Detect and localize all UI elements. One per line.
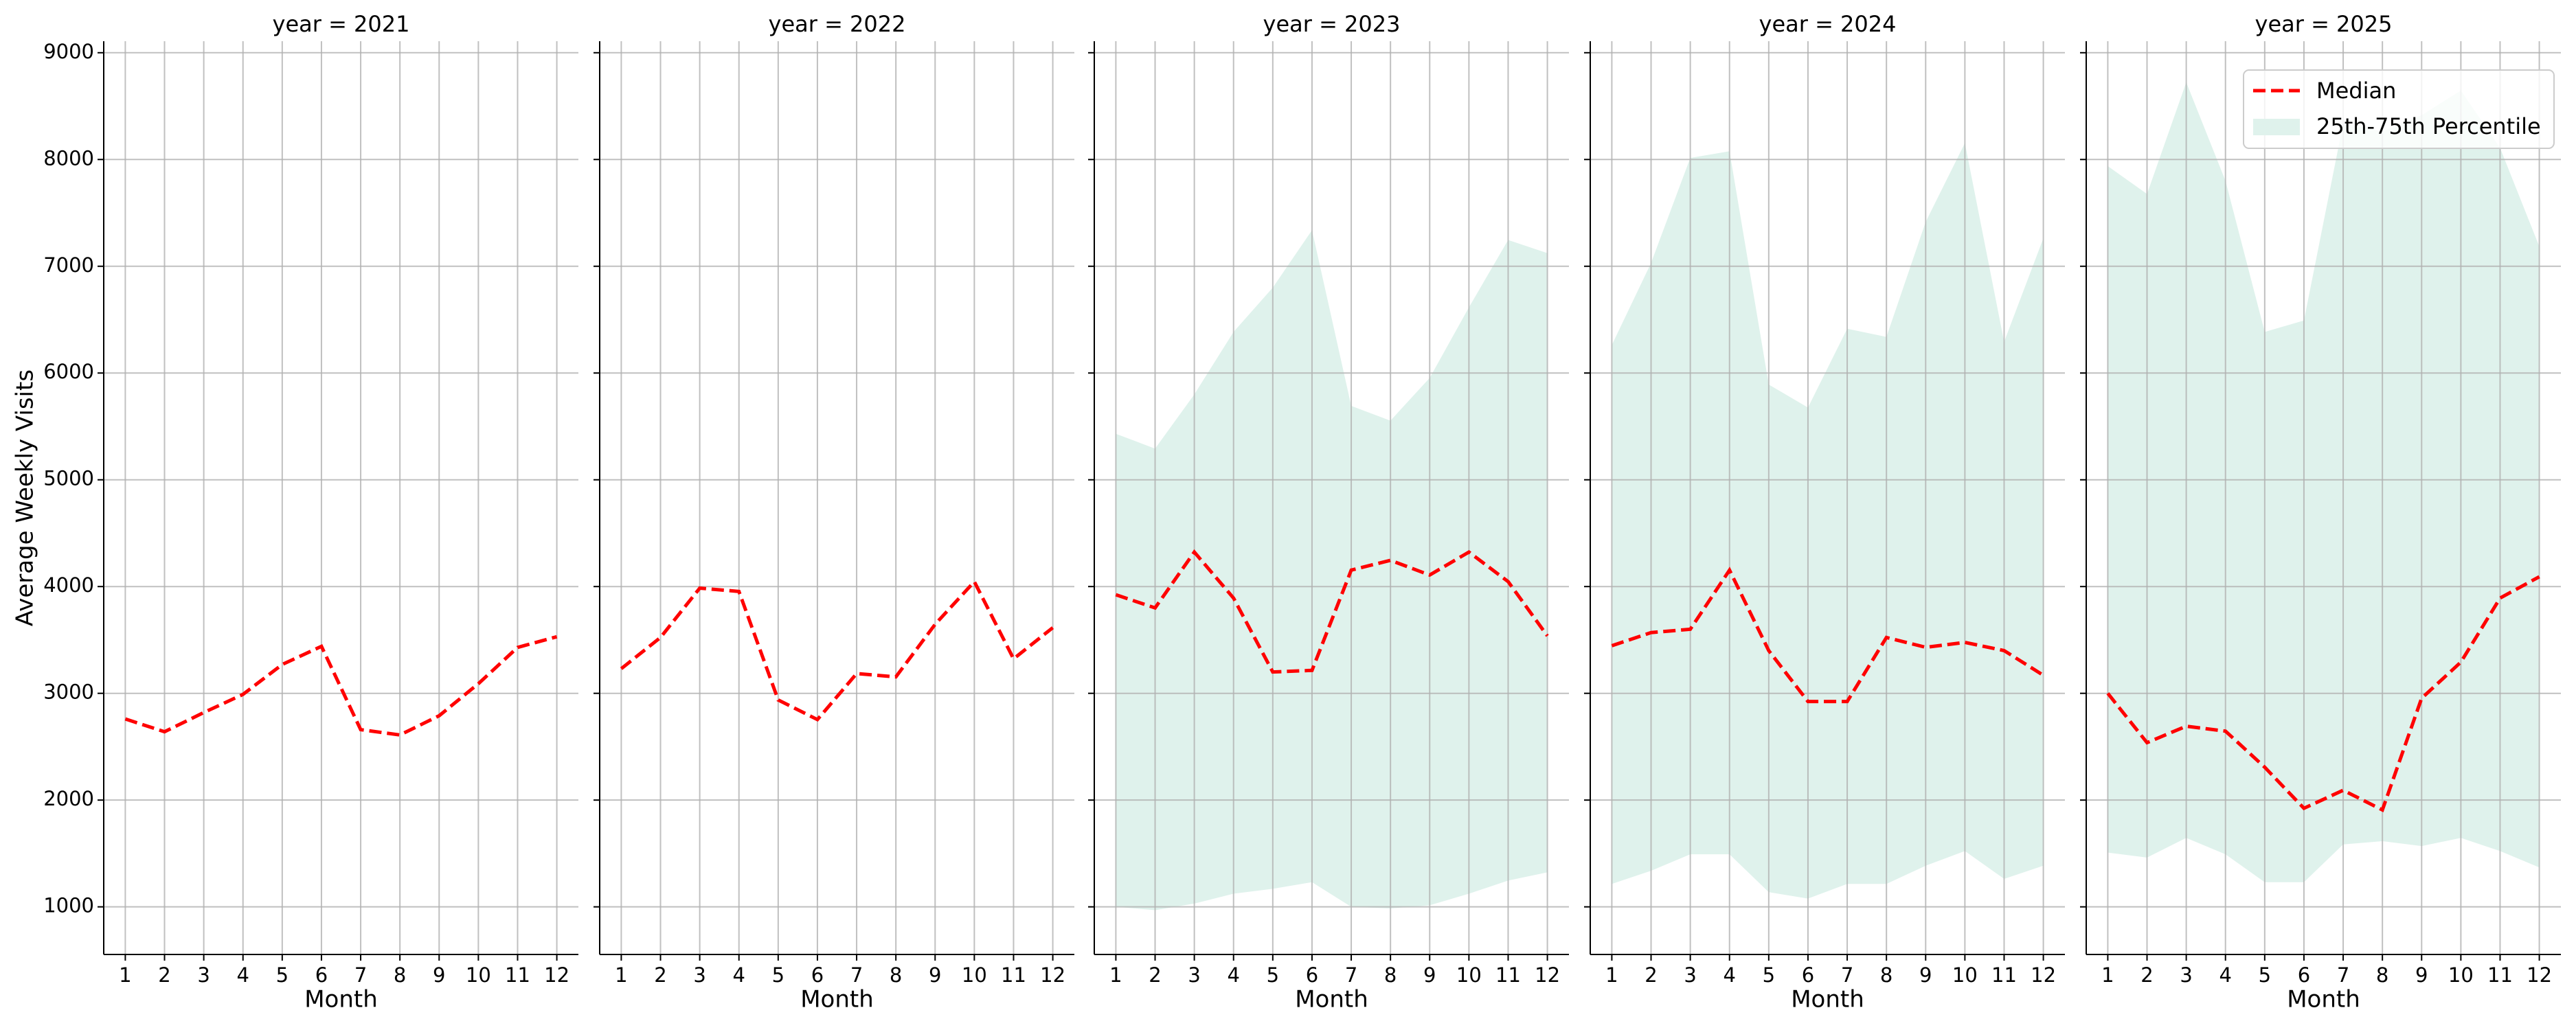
median-line <box>620 578 1054 722</box>
x-tick-label: 5 <box>1267 963 1279 987</box>
x-tick-label: 5 <box>772 963 784 987</box>
x-tick-label: 9 <box>1919 963 1932 987</box>
x-tick-label: 7 <box>1345 963 1357 987</box>
x-tick-label: 12 <box>1535 963 1560 987</box>
y-tick-label: 6000 <box>43 360 94 383</box>
x-tick-label: 1 <box>2101 963 2114 987</box>
x-tick-label: 7 <box>1841 963 1853 987</box>
panel-title: year = 2025 <box>2255 11 2393 37</box>
x-tick-label: 6 <box>2298 963 2310 987</box>
x-tick-label: 4 <box>1228 963 1240 987</box>
x-axis-label: Month <box>1295 986 1368 1014</box>
y-axis-label: Average Weekly Visits <box>12 369 39 626</box>
x-tick-label: 9 <box>2415 963 2428 987</box>
x-tick-label: 10 <box>2448 963 2474 987</box>
x-axis-label: Month <box>800 986 874 1014</box>
x-tick-label: 1 <box>119 963 131 987</box>
x-tick-label: 3 <box>1684 963 1696 987</box>
x-tick-label: 7 <box>850 963 863 987</box>
x-tick-label: 7 <box>354 963 367 987</box>
x-tick-label: 4 <box>237 963 249 987</box>
panel-title: year = 2023 <box>1263 11 1401 37</box>
x-tick-label: 12 <box>544 963 569 987</box>
x-tick-label: 1 <box>1109 963 1122 987</box>
y-tick-label: 1000 <box>43 894 94 917</box>
x-tick-label: 1 <box>1605 963 1618 987</box>
x-tick-label: 12 <box>2527 963 2552 987</box>
x-tick-label: 2 <box>1645 963 1657 987</box>
x-tick-label: 4 <box>733 963 745 987</box>
x-tick-label: 3 <box>197 963 210 987</box>
y-tick-label: 3000 <box>43 680 94 704</box>
x-tick-label: 11 <box>1001 963 1026 987</box>
y-tick-label: 2000 <box>43 787 94 810</box>
legend-swatch <box>2253 119 2300 135</box>
x-tick-label: 2 <box>1149 963 1161 987</box>
y-tick-label: 7000 <box>43 253 94 277</box>
y-tick-label: 5000 <box>43 467 94 490</box>
x-tick-label: 2 <box>654 963 666 987</box>
median-line <box>2106 575 2540 812</box>
legend-label: 25th-75th Percentile <box>2316 113 2541 139</box>
x-tick-label: 11 <box>505 963 530 987</box>
x-axis-label: Month <box>304 986 378 1014</box>
x-tick-label: 12 <box>1040 963 1065 987</box>
x-tick-label: 10 <box>1456 963 1482 987</box>
x-tick-label: 10 <box>1952 963 1978 987</box>
x-tick-label: 9 <box>1423 963 1436 987</box>
x-tick-label: 8 <box>1384 963 1397 987</box>
panel-title: year = 2021 <box>273 11 410 37</box>
x-tick-label: 7 <box>2337 963 2349 987</box>
y-tick-label: 9000 <box>43 40 94 63</box>
x-tick-label: 11 <box>1495 963 1521 987</box>
legend: Median 25th-75th Percentile <box>2243 69 2555 149</box>
x-tick-label: 11 <box>1991 963 2017 987</box>
median-line <box>1115 549 1549 674</box>
x-tick-label: 9 <box>433 963 445 987</box>
x-tick-label: 8 <box>394 963 406 987</box>
x-tick-label: 11 <box>2487 963 2513 987</box>
x-tick-label: 6 <box>1802 963 1814 987</box>
x-tick-label: 3 <box>2180 963 2192 987</box>
panel-title: year = 2024 <box>1759 11 1897 37</box>
y-tick-label: 4000 <box>43 573 94 597</box>
y-tick-label: 8000 <box>43 146 94 170</box>
x-tick-label: 2 <box>158 963 170 987</box>
legend-box <box>2243 69 2555 149</box>
x-tick-label: 5 <box>2259 963 2271 987</box>
x-tick-label: 9 <box>929 963 941 987</box>
median-line <box>1611 566 2044 704</box>
x-tick-label: 6 <box>315 963 328 987</box>
x-tick-label: 10 <box>466 963 491 987</box>
x-tick-label: 8 <box>2376 963 2388 987</box>
x-tick-label: 6 <box>811 963 824 987</box>
x-tick-label: 2 <box>2140 963 2153 987</box>
legend-label: Median <box>2316 78 2396 104</box>
x-tick-label: 3 <box>693 963 705 987</box>
panel-title: year = 2022 <box>769 11 906 37</box>
x-tick-label: 8 <box>1880 963 1893 987</box>
x-tick-label: 12 <box>2031 963 2056 987</box>
x-axis-label: Month <box>1791 986 1864 1014</box>
x-tick-label: 4 <box>1724 963 1736 987</box>
x-tick-label: 10 <box>962 963 987 987</box>
x-tick-label: 5 <box>1763 963 1775 987</box>
x-tick-label: 3 <box>1188 963 1200 987</box>
median-line <box>124 634 558 737</box>
x-tick-label: 5 <box>276 963 289 987</box>
x-axis-label: Month <box>2287 986 2360 1014</box>
percentile-band <box>2108 82 2540 882</box>
x-tick-label: 4 <box>2219 963 2232 987</box>
percentile-band <box>1116 230 1548 911</box>
percentile-band <box>1612 143 2044 899</box>
x-tick-label: 1 <box>615 963 627 987</box>
x-tick-label: 8 <box>890 963 902 987</box>
x-tick-label: 6 <box>1306 963 1318 987</box>
